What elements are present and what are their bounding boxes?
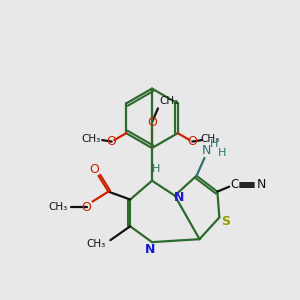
Text: O: O	[107, 135, 117, 148]
Text: N: N	[256, 178, 266, 191]
Text: S: S	[221, 215, 230, 228]
Text: CH₃: CH₃	[48, 202, 68, 212]
Text: CH₃: CH₃	[81, 134, 101, 144]
Text: CH₃: CH₃	[201, 134, 220, 144]
Text: N: N	[173, 191, 184, 204]
Text: O: O	[147, 116, 157, 129]
Text: O: O	[188, 135, 197, 148]
Text: O: O	[82, 201, 92, 214]
Text: CH₃: CH₃	[159, 97, 178, 106]
Text: CH₃: CH₃	[87, 239, 106, 249]
Text: N: N	[145, 243, 155, 256]
Text: H: H	[210, 139, 219, 149]
Text: C: C	[230, 178, 238, 191]
Text: N: N	[202, 145, 211, 158]
Text: H: H	[152, 164, 160, 174]
Text: O: O	[90, 163, 100, 176]
Text: H: H	[218, 148, 226, 158]
